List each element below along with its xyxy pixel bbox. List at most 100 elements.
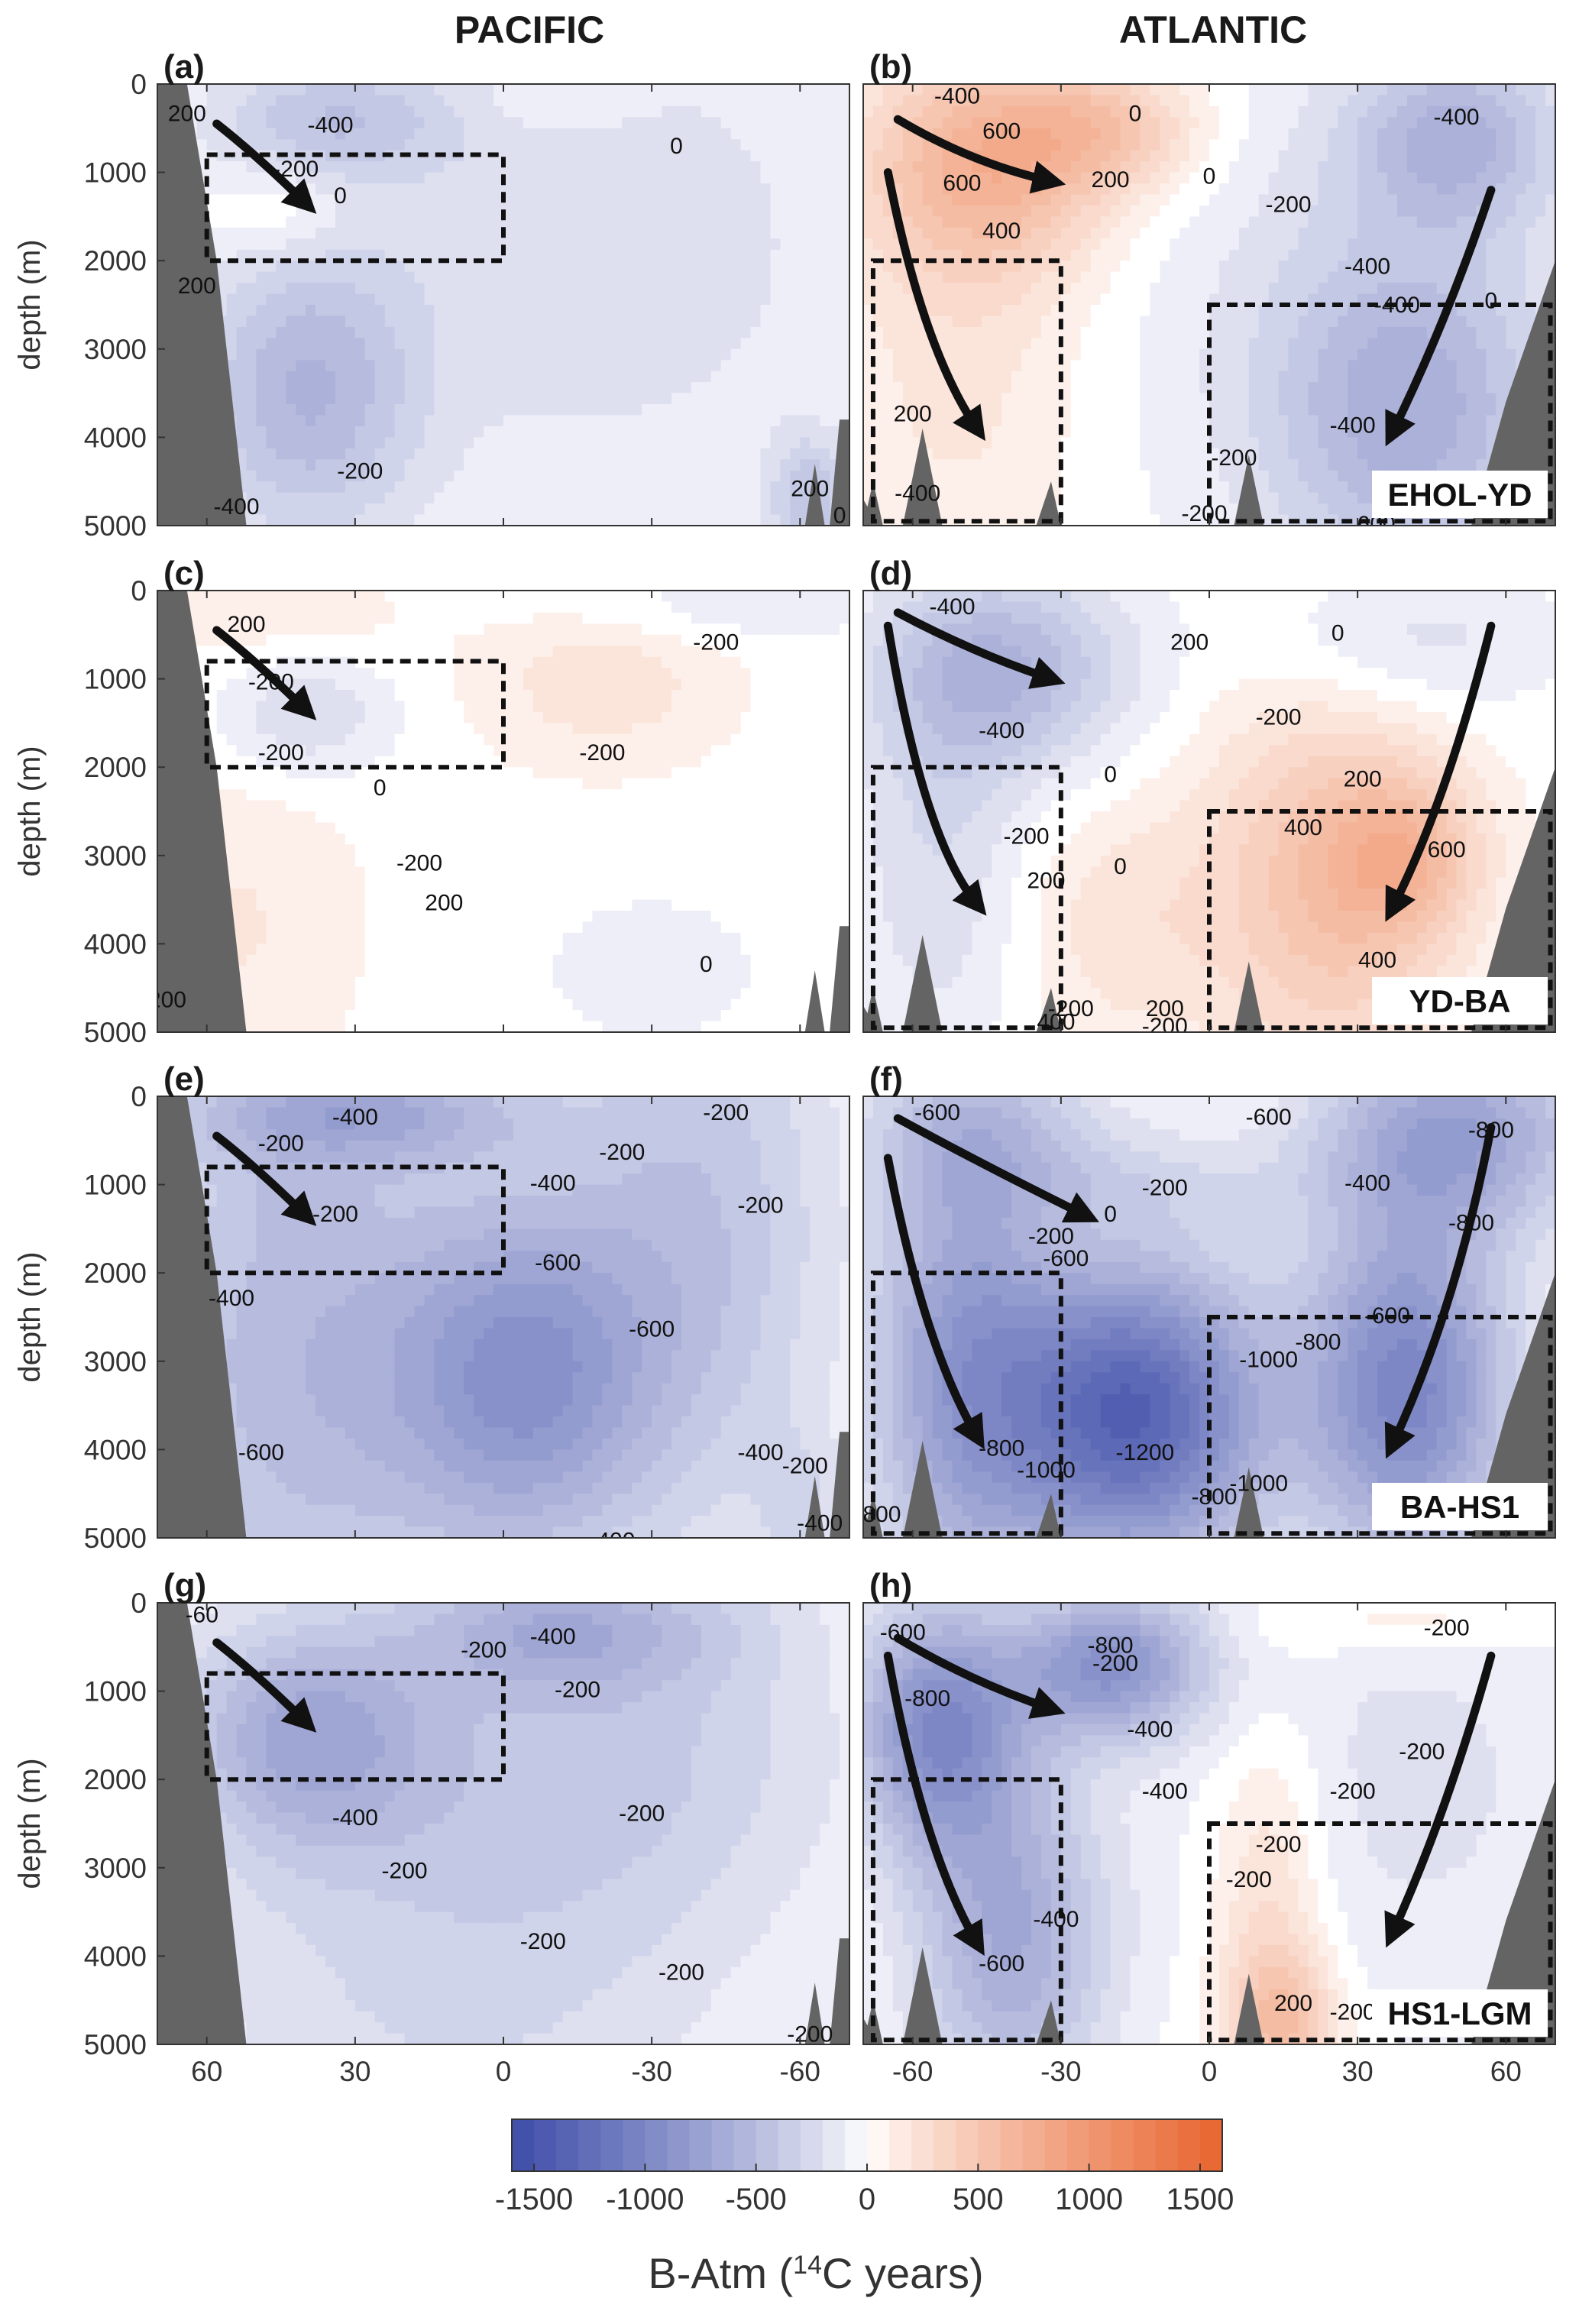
field-cell: [246, 415, 257, 427]
field-cell: [364, 514, 376, 526]
field-cell: [552, 326, 564, 339]
field-cell: [1170, 481, 1180, 494]
field-cell: [592, 238, 603, 251]
field-cell: [962, 481, 973, 494]
field-cell: [404, 371, 416, 383]
field-cell: [513, 481, 524, 494]
field-cell: [1367, 194, 1378, 206]
field-cell: [1387, 139, 1398, 151]
field-cell: [1110, 348, 1121, 361]
field-cell: [296, 227, 306, 240]
field-cell: [840, 371, 849, 383]
field-cell: [1060, 183, 1072, 196]
field-cell: [404, 261, 416, 273]
field-cell: [1041, 371, 1052, 383]
field-cell: [414, 105, 425, 118]
field-cell: [602, 338, 613, 350]
field-cell: [325, 470, 336, 483]
field-cell: [1140, 348, 1151, 361]
field-cell: [760, 371, 772, 383]
field-cell: [652, 283, 662, 295]
field-cell: [1278, 470, 1289, 483]
field-cell: [1218, 503, 1230, 516]
field-cell: [335, 382, 346, 394]
field-cell: [642, 161, 652, 173]
field-cell: [710, 271, 722, 283]
field-cell: [384, 360, 396, 372]
field-cell: [1367, 316, 1378, 328]
field-cell: [1060, 261, 1072, 273]
field-cell: [1209, 305, 1220, 317]
field-cell: [730, 481, 742, 494]
field-cell: [1189, 404, 1200, 416]
field-cell: [414, 371, 425, 383]
field-cell: [414, 415, 425, 427]
field-cell: [364, 382, 376, 394]
field-cell: [720, 492, 732, 504]
field-cell: [1120, 437, 1131, 449]
field-cell: [1179, 481, 1190, 494]
field-cell: [1318, 348, 1329, 361]
field-cell: [962, 172, 973, 184]
field-cell: [1308, 326, 1319, 339]
field-cell: [720, 382, 732, 394]
field-cell: [216, 238, 228, 251]
field-cell: [612, 503, 623, 516]
field-cell: [1150, 316, 1160, 328]
field-cell: [306, 183, 316, 196]
field-cell: [246, 348, 257, 361]
field-cell: [691, 216, 702, 228]
field-cell: [912, 261, 924, 273]
field-cell: [1199, 105, 1210, 118]
field-cell: [1090, 514, 1102, 526]
field-cell: [1170, 172, 1180, 184]
field-cell: [863, 238, 874, 251]
field-cell: [1288, 205, 1299, 218]
field-cell: [296, 470, 306, 483]
field-cell: [1288, 183, 1299, 196]
field-cell: [424, 360, 435, 372]
field-cell: [1041, 216, 1052, 228]
field-cell: [335, 360, 346, 372]
field-cell: [770, 459, 781, 471]
field-cell: [1328, 316, 1338, 328]
field-cell: [642, 503, 652, 516]
field-cell: [1387, 95, 1398, 107]
field-cell: [1218, 139, 1230, 151]
field-cell: [730, 459, 742, 471]
field-cell: [740, 194, 752, 206]
field-cell: [612, 481, 623, 494]
field-cell: [1120, 305, 1131, 317]
field-cell: [681, 360, 692, 372]
field-cell: [1090, 216, 1102, 228]
field-cell: [276, 128, 286, 141]
field-cell: [1367, 437, 1378, 449]
field-cell: [760, 261, 772, 273]
field-cell: [1258, 348, 1270, 361]
field-cell: [513, 492, 524, 504]
field-cell: [1031, 338, 1042, 350]
field-cell: [335, 448, 346, 461]
field-cell: [1387, 338, 1398, 350]
field-cell: [414, 128, 425, 141]
field-cell: [1298, 316, 1309, 328]
field-cell: [820, 261, 830, 273]
field-cell: [315, 293, 326, 306]
field-cell: [1031, 261, 1042, 273]
field-cell: [1021, 371, 1032, 383]
field-cell: [962, 448, 973, 461]
field-cell: [750, 426, 762, 439]
field-cell: [840, 348, 849, 361]
field-cell: [1258, 382, 1270, 394]
field-cell: [354, 139, 366, 151]
field-cell: [542, 426, 554, 439]
field-cell: [671, 172, 682, 184]
field-cell: [1070, 404, 1082, 416]
field-cell: [740, 238, 752, 251]
field-cell: [1050, 150, 1062, 162]
field-cell: [552, 261, 564, 273]
field-cell: [592, 84, 603, 96]
field-cell: [902, 139, 914, 151]
field-cell: [780, 492, 791, 504]
field-cell: [1268, 249, 1280, 262]
